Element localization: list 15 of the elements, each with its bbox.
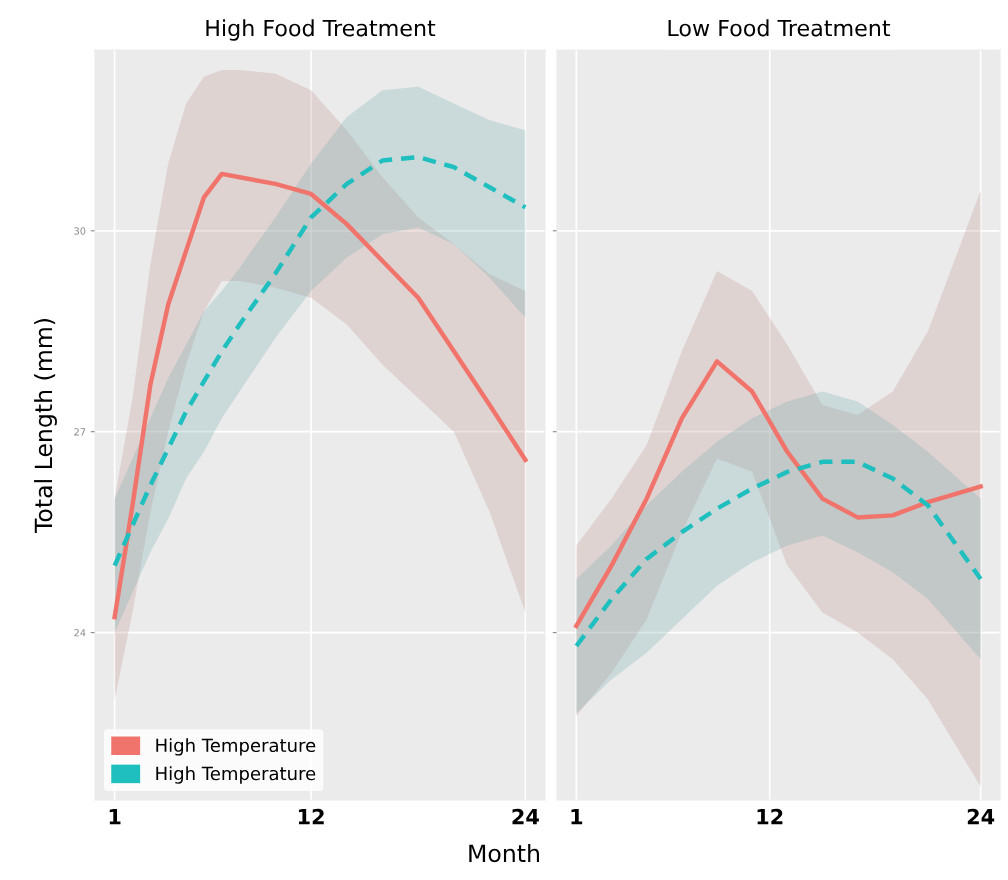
legend-label: High Temperature <box>156 766 316 784</box>
x-tick-label: 1 <box>571 808 583 825</box>
x-tick-label: 1 <box>109 808 121 825</box>
x-tick-label: 12 <box>298 808 324 825</box>
y-tick-label: 27 <box>74 428 86 436</box>
chart-title: High Food Treatment <box>206 19 436 41</box>
y-tick-label: 30 <box>74 227 86 235</box>
legend-label: High Temperature <box>156 738 316 756</box>
y-tick-label: 24 <box>74 629 86 637</box>
x-tick-label: 24 <box>967 808 995 825</box>
y-axis-title: Total Length (mm) <box>34 319 57 534</box>
x-tick-label: 12 <box>757 808 783 825</box>
x-axis-title: Month <box>469 843 539 863</box>
x-tick-label: 24 <box>512 808 539 825</box>
chart-title: Low Food Treatment <box>668 19 891 37</box>
